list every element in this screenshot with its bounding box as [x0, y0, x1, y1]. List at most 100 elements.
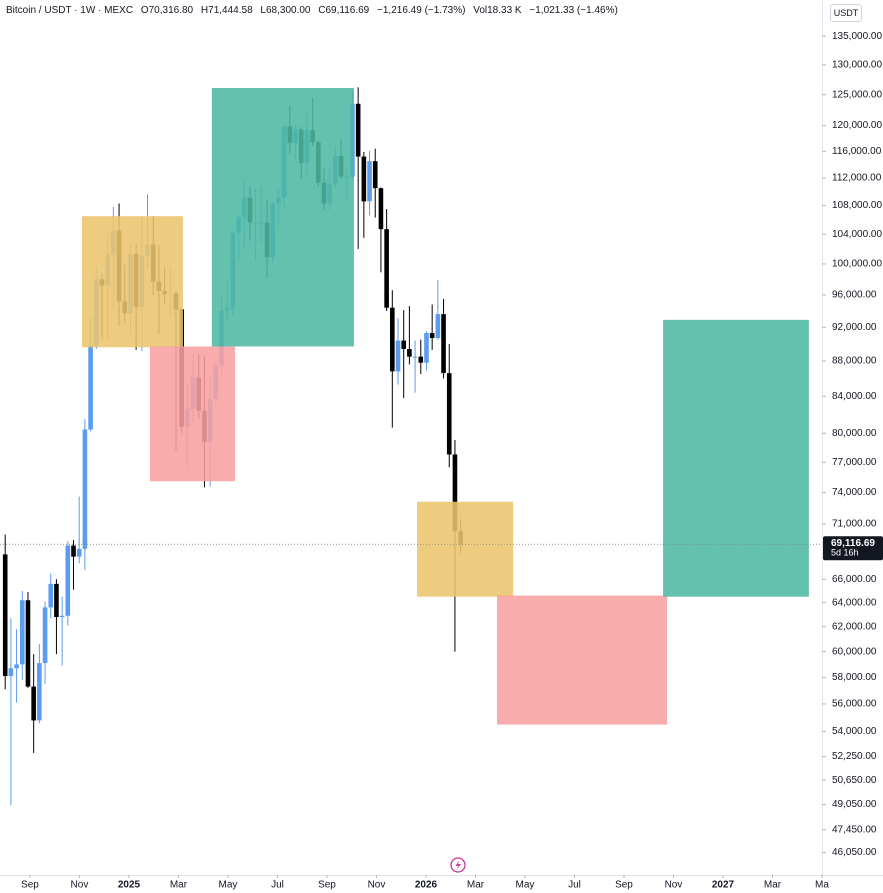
y-tick-label: 47,450.00 [832, 824, 877, 835]
candle-body [59, 615, 65, 617]
y-tick-label: 108,000.00 [832, 200, 882, 211]
icon-bolt [455, 860, 461, 870]
y-tick-label: 71,000.00 [832, 519, 877, 530]
candle-body [2, 554, 8, 677]
y-tick-label: 125,000.00 [832, 89, 882, 100]
candle-body [390, 307, 395, 372]
volume-key: Vol [473, 5, 488, 16]
candle-body [407, 348, 412, 357]
candle-body [76, 548, 82, 557]
x-tick-label: Mar [467, 880, 485, 891]
y-tick-label: 60,000.00 [832, 646, 877, 657]
candle-body [452, 454, 458, 532]
volume: 18.33 K [487, 5, 522, 16]
replay-icon[interactable] [450, 857, 466, 873]
candle-body [372, 161, 378, 189]
x-tick-label: Sep [615, 880, 633, 891]
icon-ring [450, 857, 466, 873]
candle-body [384, 229, 389, 308]
x-tick-label: Sep [21, 880, 39, 891]
zone-box [417, 501, 514, 597]
candle-body [378, 188, 384, 230]
y-tick-label: 46,050.00 [832, 847, 877, 858]
candle-body [14, 664, 19, 669]
candle-body [435, 314, 441, 339]
candle-body [441, 314, 446, 374]
x-tick-label: Nov [368, 880, 386, 891]
zone-box [497, 595, 668, 725]
y-tick-label: 80,000.00 [832, 428, 877, 439]
ohlc-key: O [140, 5, 149, 16]
candle-body [418, 356, 424, 363]
candle-body [54, 583, 59, 617]
ohlc-key: H [200, 5, 209, 16]
x-tick-label: May [219, 880, 238, 891]
x-tick-label: Ma [815, 880, 829, 891]
y-tick-label: 130,000.00 [832, 60, 882, 71]
candle-body [48, 583, 54, 608]
ohlc-value: 71,444.58 [208, 5, 253, 16]
y-tick-label: 62,000.00 [832, 621, 877, 632]
candle-body [395, 340, 401, 372]
y-tick-label: 50,650.00 [832, 775, 877, 786]
candle-body [37, 663, 42, 721]
y-tick-label: 84,000.00 [832, 391, 877, 402]
y-tick-label: 56,000.00 [832, 699, 877, 710]
candle-body [25, 600, 31, 687]
candle-body [82, 429, 88, 549]
y-tick-label: 104,000.00 [832, 229, 882, 240]
y-tick-label: 112,000.00 [832, 173, 882, 184]
x-tick-label: Jul [271, 880, 284, 891]
ohlc-value: 70,316.80 [148, 5, 194, 16]
last-price-box [823, 536, 883, 561]
y-tick-label: 100,000.00 [832, 259, 882, 270]
candle-body [31, 686, 36, 721]
currency-button[interactable]: USDT [830, 4, 862, 22]
axes: 135,000.00 130,000.00 125,000.00 120,000.00… [0, 31, 883, 891]
zone-box [663, 319, 809, 597]
x-tick-label: 2025 [118, 880, 141, 891]
x-tick-label: Sep [318, 880, 336, 891]
y-tick-label: 92,000.00 [832, 322, 877, 333]
x-tick-label: Nov [665, 880, 683, 891]
candle-body [412, 356, 418, 358]
x-tick-label: Mar [170, 880, 188, 891]
y-tick-label: 77,000.00 [832, 457, 877, 468]
y-tick-label: 58,000.00 [832, 672, 877, 683]
y-tick-label: 120,000.00 [832, 120, 882, 131]
x-tick-label: Nov [71, 880, 89, 891]
candle-body [65, 545, 71, 616]
change: −1,216.49 (−1.73%) [377, 5, 466, 16]
symbol: Bitcoin / USDT · 1W · MEXC [6, 5, 134, 16]
y-tick-label: 49,050.00 [832, 799, 877, 810]
candle-body [71, 545, 76, 557]
y-tick-label: 88,000.00 [832, 356, 877, 367]
candle-body [88, 345, 93, 430]
y-tick-label: 66,000.00 [832, 574, 877, 585]
candle-body [8, 668, 14, 677]
candle-body [429, 333, 435, 339]
x-tick-label: Jul [568, 880, 581, 891]
x-tick-label: May [516, 880, 535, 891]
y-tick-label: 135,000.00 [832, 31, 882, 42]
ohlc-value: 69,116.69 [325, 5, 370, 16]
candle-body [361, 156, 367, 202]
y-tick-label: 54,000.00 [832, 726, 877, 737]
zone-box [149, 346, 235, 482]
ohlc-key: L [260, 5, 266, 16]
y-tick-label: 74,000.00 [832, 487, 877, 498]
y-tick-label: 64,000.00 [832, 597, 877, 608]
candle-body [367, 161, 372, 202]
last-price-label: 69,116.69 [831, 538, 875, 549]
candle-body [355, 103, 361, 157]
legend-header: Bitcoin / USDT · 1W · MEXC O70,316.80 H7… [6, 5, 623, 16]
y-tick-label: 52,250.00 [832, 751, 877, 762]
ohlc-key: C [318, 5, 326, 16]
x-tick-label: Mar [764, 880, 782, 891]
candle-body [19, 600, 25, 665]
candle-body [401, 340, 406, 349]
candle-body [424, 333, 429, 363]
zone-box [81, 216, 183, 348]
